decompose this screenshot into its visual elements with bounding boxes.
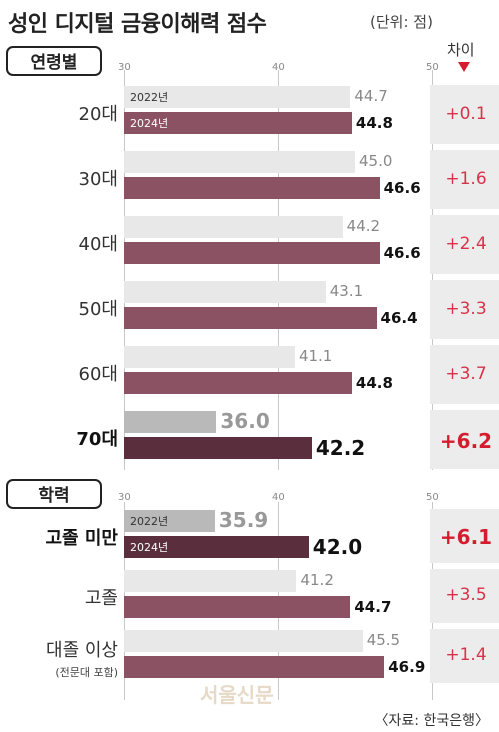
value-label-2022: 44.7 (354, 87, 388, 105)
bar-2022 (124, 86, 351, 108)
bar-2024 (124, 437, 312, 459)
diff-value: +6.2 (439, 428, 493, 453)
diff-cell (430, 150, 499, 209)
bar-2022 (124, 346, 295, 368)
category-label: 20대 (78, 104, 118, 125)
value-label-2024: 44.8 (355, 374, 393, 392)
value-label-2024: 44.8 (355, 114, 393, 132)
value-label-2022: 36.0 (220, 409, 270, 433)
bar-2022 (124, 151, 355, 173)
diff-cell (430, 629, 499, 683)
category-label: 70대 (76, 429, 118, 450)
bar-2024 (124, 307, 377, 329)
bar-2022 (124, 510, 215, 532)
value-label-2024: 44.7 (354, 598, 392, 616)
category-label: 고졸 (84, 588, 118, 609)
value-label-2022: 43.1 (329, 282, 364, 300)
year-label-2024: 2024년 (130, 117, 169, 130)
source-note: 〈자료: 한국은행〉 (374, 713, 489, 729)
diff-cell (430, 85, 499, 144)
down-arrow-icon (458, 62, 470, 72)
category-label: 대졸 이상 (46, 640, 118, 661)
value-label-2022: 45.5 (366, 631, 401, 649)
axis-tick-label: 50 (426, 62, 439, 73)
diff-value: +1.6 (445, 168, 487, 189)
category-label: 고졸 미만 (45, 528, 118, 549)
year-label-2022: 2022년 (130, 515, 169, 528)
watermark: 서울신문 (200, 683, 274, 707)
diff-cell (430, 280, 499, 339)
diff-value: +3.5 (445, 585, 487, 605)
axis-tick-label: 40 (272, 62, 285, 73)
category-label: 60대 (78, 364, 118, 385)
diff-header: 차이 (447, 41, 475, 59)
bar-2022 (124, 216, 343, 238)
year-label-2022: 2022년 (130, 91, 169, 104)
diff-value: +2.4 (445, 233, 487, 254)
diff-cell (430, 410, 499, 469)
diff-value: +0.1 (445, 103, 487, 124)
category-label: 30대 (78, 169, 118, 190)
axis-tick-label: 50 (426, 492, 439, 503)
gridline (278, 70, 279, 470)
bar-2022 (124, 281, 326, 303)
diff-value: +6.1 (439, 525, 493, 549)
value-label-2022: 45.0 (359, 152, 393, 170)
bar-2024 (124, 112, 352, 134)
bar-2024 (124, 242, 380, 264)
diff-value: +3.3 (445, 298, 487, 319)
value-label-2024: 46.6 (383, 179, 421, 197)
value-label-2024: 42.2 (315, 436, 366, 460)
year-label-2024: 2024년 (130, 541, 169, 554)
value-label-2024: 46.4 (380, 309, 418, 327)
diff-value: +3.7 (445, 363, 487, 384)
value-label-2022: 35.9 (218, 508, 269, 532)
unit-label: (단위: 점) (370, 13, 433, 31)
gridline (124, 70, 125, 470)
axis-tick-label: 40 (272, 492, 285, 503)
diff-cell (430, 509, 499, 563)
bar-2024 (124, 656, 385, 678)
bar-2024 (124, 596, 351, 618)
bar-2022 (124, 570, 297, 592)
bar-2024 (124, 536, 309, 558)
bar-2022 (124, 630, 363, 652)
diff-value: +1.4 (445, 645, 487, 665)
value-label-2022: 41.2 (300, 571, 334, 589)
chart-title: 성인 디지털 금융이해력 점수 (8, 12, 267, 37)
bar-2024 (124, 372, 352, 394)
value-label-2024: 42.0 (312, 535, 363, 559)
section-label: 학력 (6, 479, 102, 509)
bar-2022 (124, 411, 217, 433)
bar-2024 (124, 177, 380, 199)
category-note: (전문대 포함) (55, 666, 118, 679)
value-label-2022: 44.2 (346, 217, 381, 235)
value-label-2024: 46.9 (388, 658, 426, 676)
value-label-2022: 41.1 (298, 347, 333, 365)
diff-cell (430, 215, 499, 274)
category-label: 50대 (78, 299, 118, 320)
axis-tick-label: 30 (118, 492, 131, 503)
axis-tick-label: 30 (118, 62, 131, 73)
value-label-2024: 46.6 (383, 244, 421, 262)
section-label: 연령별 (6, 46, 102, 76)
diff-cell (430, 569, 499, 623)
category-label: 40대 (78, 234, 118, 255)
diff-cell (430, 345, 499, 404)
